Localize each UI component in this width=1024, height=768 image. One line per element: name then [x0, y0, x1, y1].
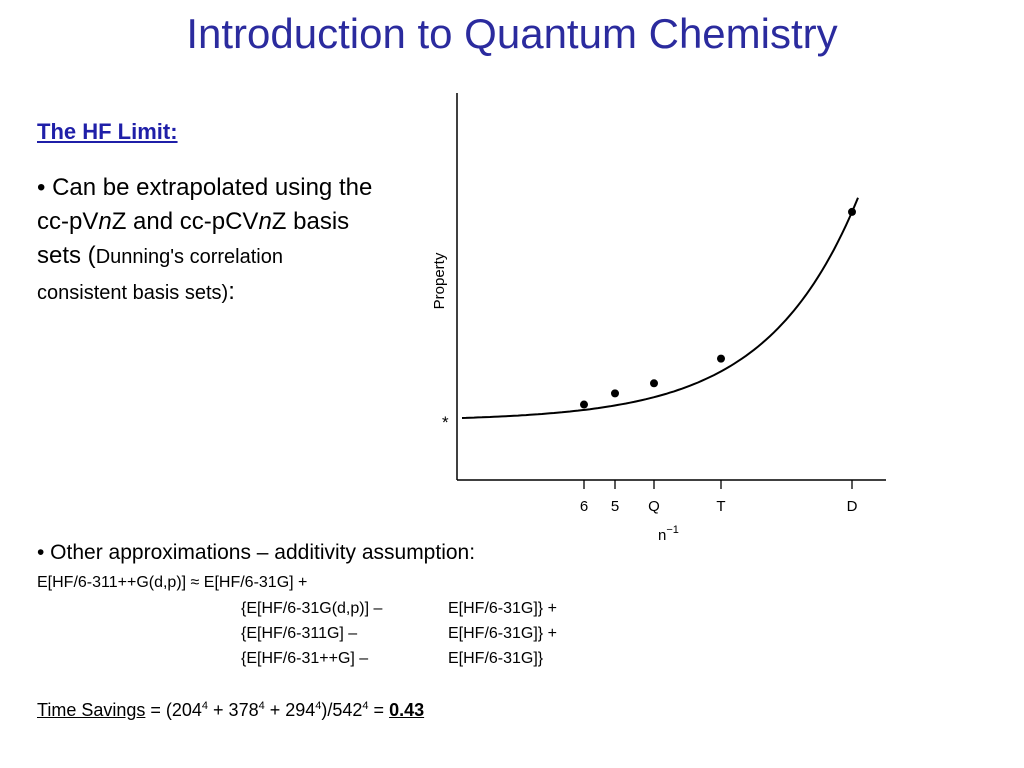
- additivity-row-3-left: {E[HF/6-31++G] –: [241, 650, 369, 667]
- additivity-row-2-left: {E[HF/6-311G] –: [241, 625, 358, 642]
- data-point: [848, 207, 856, 216]
- basis-n-1: n: [98, 208, 112, 235]
- additivity-eq-line-1: E[HF/6-311++G(d,p)] ≈ E[HF/6-31G] +: [37, 574, 308, 591]
- fit-curve: [461, 197, 859, 419]
- additivity-row-1-left: {E[HF/6-31G(d,p)] –: [241, 600, 383, 617]
- basis-pre: cc-pV: [37, 208, 99, 235]
- additivity-bullet: • Other approximations – additivity assu…: [37, 541, 476, 564]
- bullet-line-3: sets (Dunning's correlation: [37, 239, 437, 274]
- y-axis-label: Property: [431, 252, 448, 309]
- x-ticks: 6 5 Q T D: [580, 480, 858, 515]
- x-axis-label-base: n: [658, 527, 666, 544]
- sets-colon: :: [228, 278, 235, 305]
- x-axis-label: n−1: [658, 524, 679, 544]
- x-tick-label: D: [847, 498, 858, 515]
- basis-n-2: n: [258, 208, 272, 235]
- additivity-row-3-right: E[HF/6-31G]}: [448, 650, 544, 667]
- time-expr-d: )/542: [321, 700, 363, 720]
- time-savings: Time Savings = (2044 + 3784 + 2944)/5424…: [37, 700, 424, 721]
- x-axis-label-sup: −1: [666, 524, 679, 536]
- time-expr-b: + 378: [208, 700, 259, 720]
- time-expr-e: =: [368, 700, 390, 720]
- additivity-row-2-right: E[HF/6-31G]} +: [448, 625, 557, 642]
- data-point: [650, 379, 658, 388]
- time-expr-c: + 294: [264, 700, 316, 720]
- extrapolation-chart: Property * 6 5 Q T D n−1: [431, 93, 886, 544]
- x-tick-label: T: [716, 498, 725, 515]
- limit-marker: *: [442, 413, 449, 432]
- data-point: [717, 354, 725, 363]
- data-point: [611, 389, 619, 398]
- x-tick-label: Q: [648, 498, 660, 515]
- bullet-text-1: Can be extrapolated using the: [52, 174, 373, 201]
- additivity-row-1-right: E[HF/6-31G]} +: [448, 600, 557, 617]
- time-savings-result: 0.43: [389, 700, 425, 720]
- hf-limit-heading: The HF Limit:: [37, 119, 178, 144]
- time-sup-a: 4: [201, 700, 209, 712]
- x-tick-label: 5: [611, 498, 619, 515]
- sets-small: Dunning's correlation: [95, 246, 283, 268]
- time-savings-label: Time Savings: [37, 700, 146, 720]
- basis-mid: Z and cc-pCV: [111, 208, 259, 235]
- hf-limit-bullet: • Can be extrapolated using the cc-pVnZ …: [37, 171, 437, 311]
- sets-end: consistent basis sets): [37, 282, 229, 304]
- time-sup-d: 4: [362, 700, 369, 712]
- slide-title: Introduction to Quantum Chemistry: [186, 10, 838, 57]
- sets-pre: sets (: [37, 242, 96, 269]
- time-expr-a: = (204: [145, 700, 202, 720]
- bullet-symbol: •: [37, 174, 46, 201]
- bullet-line-1: • Can be extrapolated using the: [37, 171, 437, 205]
- bullet-line-2: cc-pVnZ and cc-pCVnZ basis: [37, 205, 437, 239]
- time-sup-c: 4: [315, 700, 322, 712]
- time-sup-b: 4: [258, 700, 265, 712]
- basis-post: Z basis: [271, 208, 350, 235]
- data-points: [580, 207, 856, 409]
- x-tick-label: 6: [580, 498, 588, 515]
- data-point: [580, 400, 588, 409]
- bullet-line-4: consistent basis sets):: [37, 274, 437, 311]
